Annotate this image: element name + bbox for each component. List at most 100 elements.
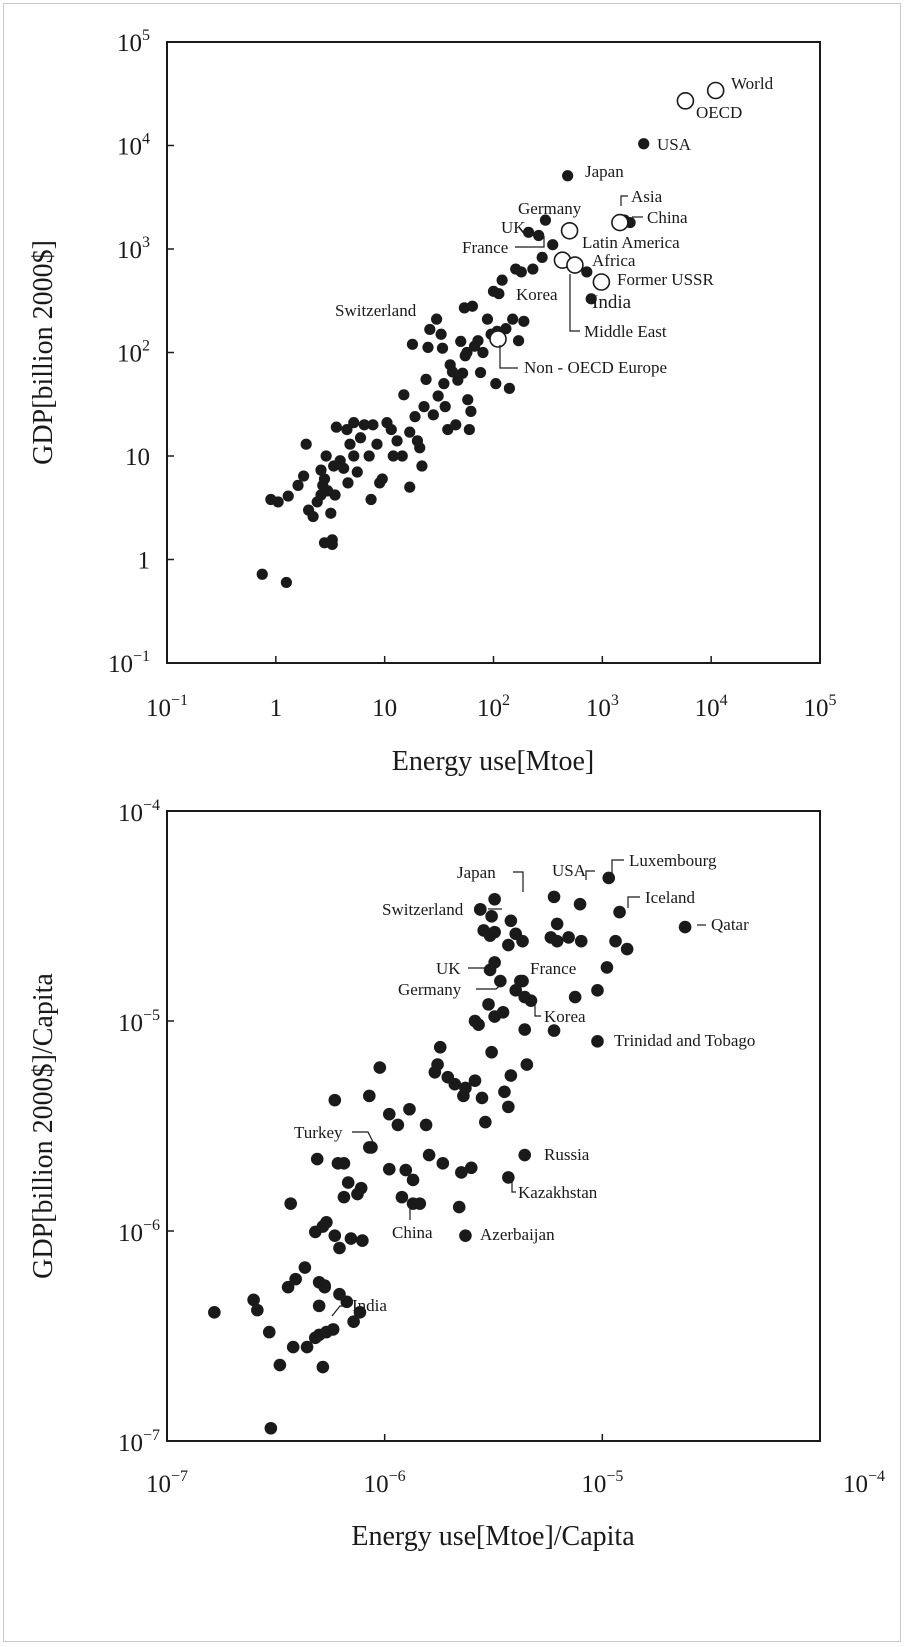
point-label-usa: USA xyxy=(657,135,692,154)
data-point xyxy=(208,1306,221,1319)
data-point xyxy=(418,401,430,413)
y-axis-label: GDP[billion 2000$] xyxy=(28,240,59,465)
data-point xyxy=(498,1085,511,1099)
labeled-data-point xyxy=(494,974,507,988)
data-point xyxy=(562,170,574,182)
data-point xyxy=(337,1157,351,1170)
data-point xyxy=(298,470,310,482)
data-point xyxy=(403,1102,416,1116)
data-point xyxy=(320,450,332,462)
data-point xyxy=(527,263,539,275)
point-label-switzerland: Switzerland xyxy=(335,301,417,320)
x-tick-label: 10−6 xyxy=(364,1468,406,1498)
data-point xyxy=(600,961,614,974)
point-label-france: France xyxy=(530,959,576,978)
data-point xyxy=(465,405,477,417)
x-tick-label: 1 xyxy=(270,695,283,722)
data-point xyxy=(518,1023,532,1036)
y-tick-label: 10−7 xyxy=(118,1427,160,1457)
data-point xyxy=(329,489,341,501)
data-point xyxy=(436,342,449,354)
data-point xyxy=(347,1315,360,1328)
data-point xyxy=(385,423,397,436)
data-point xyxy=(351,466,363,478)
data-point xyxy=(536,251,548,263)
data-point xyxy=(256,568,268,580)
data-point xyxy=(427,409,439,421)
leader-line-middle-east xyxy=(569,274,580,332)
y-tick-label: 103 xyxy=(117,234,150,264)
leader-line-france xyxy=(515,236,545,248)
data-point xyxy=(300,438,312,450)
data-point xyxy=(574,934,588,948)
data-point xyxy=(391,435,403,447)
x-tick-label: 10−1 xyxy=(146,692,188,722)
data-point xyxy=(502,1100,515,1114)
x-tick-label: 103 xyxy=(586,692,619,722)
labeled-data-point xyxy=(363,1141,376,1154)
data-point xyxy=(504,914,518,928)
data-point xyxy=(459,1081,472,1095)
point-label-india: India xyxy=(352,1296,387,1315)
data-point xyxy=(503,382,516,394)
point-label-korea: Korea xyxy=(544,1007,586,1026)
data-point xyxy=(488,925,501,939)
labeled-data-point xyxy=(573,897,587,911)
data-point xyxy=(376,473,388,485)
point-label-uk: UK xyxy=(436,959,461,978)
leader-line-usa xyxy=(585,870,595,880)
data-point xyxy=(520,1058,534,1071)
y-tick-label: 10 xyxy=(125,444,150,471)
y-tick-label: 10−6 xyxy=(118,1217,160,1247)
data-point xyxy=(485,910,498,923)
data-point xyxy=(515,266,527,278)
data-point xyxy=(316,1360,330,1374)
data-point xyxy=(406,338,419,350)
data-point xyxy=(387,450,399,462)
data-point xyxy=(446,366,459,378)
labeled-data-point xyxy=(518,1148,532,1162)
data-point xyxy=(547,239,559,251)
data-point xyxy=(328,1093,342,1107)
labeled-data-point xyxy=(518,990,532,1004)
labeled-data-point xyxy=(591,1035,604,1048)
data-point xyxy=(455,335,467,348)
region-point xyxy=(560,221,579,240)
data-point xyxy=(341,1176,355,1189)
chart-energy-vs-gdp-per-capita: 10−7 10−6 10−5 10−4 10−7 10−6 10−5 10−4 Energy u… xyxy=(28,797,885,1552)
data-point xyxy=(340,1295,354,1309)
data-point xyxy=(568,990,582,1004)
point-label-russia: Russia xyxy=(544,1145,590,1164)
data-point xyxy=(485,1045,498,1059)
leader-line-iceland xyxy=(627,896,640,908)
figure-frame xyxy=(3,3,901,1642)
data-point xyxy=(419,1118,433,1132)
data-point xyxy=(273,1358,287,1372)
data-point xyxy=(547,890,561,904)
point-label-usa: USA xyxy=(552,861,587,880)
x-tick-label: 10−5 xyxy=(581,1468,623,1498)
labeled-data-point xyxy=(602,871,616,885)
data-point xyxy=(585,293,597,305)
leader-line-asia xyxy=(620,195,628,206)
data-point xyxy=(431,1058,444,1071)
point-label-china: China xyxy=(647,208,688,227)
data-point xyxy=(363,450,375,462)
data-point xyxy=(507,313,519,325)
data-point xyxy=(475,1091,489,1105)
data-point xyxy=(325,507,337,519)
region-point xyxy=(611,213,629,232)
data-point xyxy=(450,419,462,431)
point-label-germany: Germany xyxy=(518,199,582,218)
data-point xyxy=(435,328,447,340)
data-point xyxy=(326,1323,340,1336)
data-point xyxy=(338,462,350,474)
data-point xyxy=(439,401,451,413)
point-label-trinidad-and-tobago: Trinidad and Tobago xyxy=(614,1031,755,1050)
data-point xyxy=(422,1148,436,1162)
point-label-switzerland: Switzerland xyxy=(382,900,464,919)
data-point xyxy=(509,927,523,941)
data-point xyxy=(416,460,428,472)
point-label-luxembourg: Luxembourg xyxy=(629,851,717,870)
labeled-data-point xyxy=(678,920,692,934)
